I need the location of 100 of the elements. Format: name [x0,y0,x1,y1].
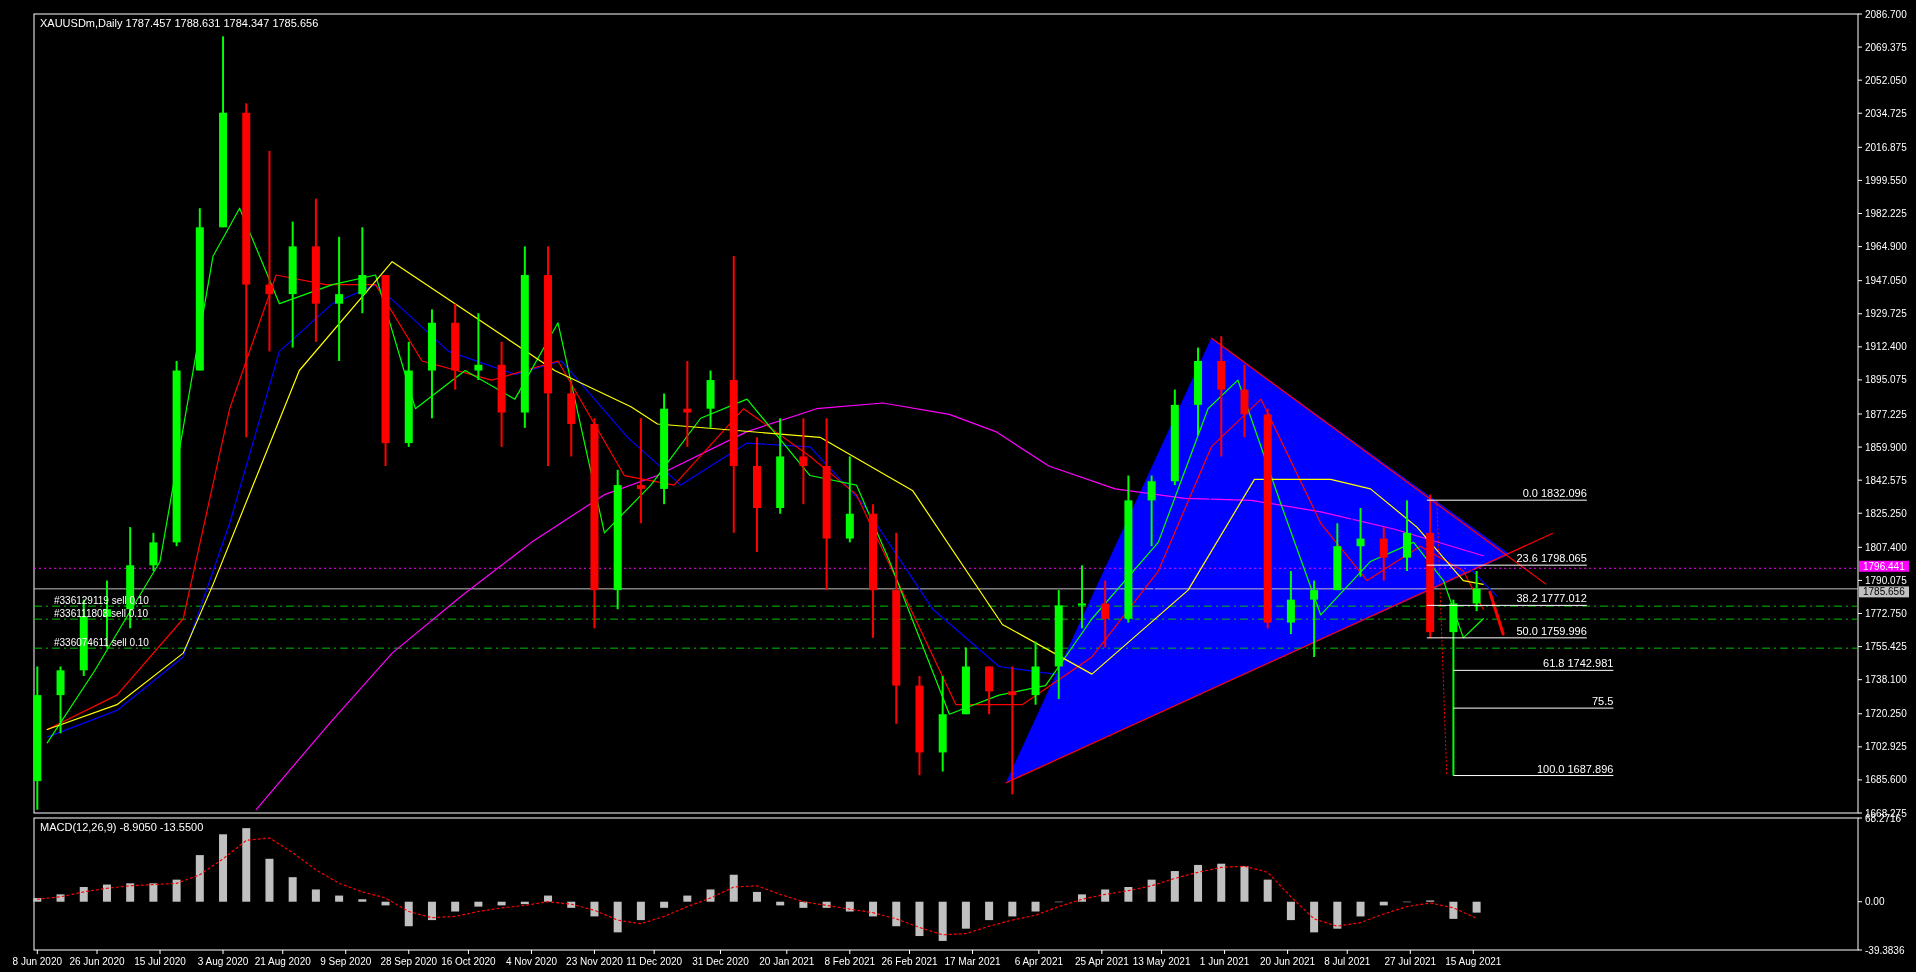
bar [1356,901,1365,917]
bar [427,901,436,921]
bar [660,901,669,908]
bar [938,901,947,941]
candlestick [636,417,645,525]
x-tick-label: 20 Jan 2021 [759,956,815,967]
bar [311,889,320,902]
x-tick-label: 8 Jul 2021 [1324,956,1371,967]
y-tick-label: 2086.700 [1865,8,1908,20]
y-tick-label: 2034.725 [1865,107,1908,119]
x-tick-label: 28 Sep 2020 [380,956,438,967]
bar [1124,887,1133,902]
bar [636,901,645,921]
x-tick-label: 15 Jul 2020 [134,956,187,967]
candlestick [358,226,367,315]
bar [892,901,901,927]
bar [172,879,181,902]
x-tick-label: 8 Feb 2021 [824,956,876,967]
bar [265,858,274,902]
candlestick [1379,526,1388,582]
x-tick-label: 15 Aug 2021 [1445,956,1502,967]
candlestick [1147,474,1156,548]
candlestick [474,312,483,382]
y-tick-label: 1685.600 [1865,774,1908,786]
bar [242,828,251,902]
bar [544,895,553,902]
bar [195,855,204,902]
y-tick-label: 1772.750 [1865,608,1908,619]
bar [613,901,622,933]
x-tick-label: 16 Oct 2020 [441,956,497,967]
y-tick-label: 1755.425 [1865,641,1908,653]
bar [869,901,878,917]
annotation: 75.5 [1591,695,1614,708]
x-tick-label: 3 Aug 2020 [197,956,249,967]
y-tick-label: 1842.575 [1865,474,1908,486]
bar [1194,864,1203,902]
bar [1101,889,1110,902]
x-tick-label: 26 Feb 2021 [881,956,939,967]
bar [729,874,738,902]
bar [404,901,413,927]
candlestick [683,359,692,448]
ref-line-label: 1796.441 [1863,560,1906,572]
x-tick-label: 27 Jul 2021 [1384,956,1437,967]
candlestick [799,417,808,506]
y-tick-label: 1999.550 [1865,174,1908,186]
y-tick-label: 1929.725 [1865,308,1908,320]
bar [474,901,483,907]
annotation: 38.2 1777.012 [1516,592,1587,605]
bar [1263,879,1272,902]
bar [1147,879,1156,902]
y-tick-label: 1947.050 [1865,275,1908,287]
y-tick-label: 1807.400 [1865,541,1908,553]
y-tick-label: 1859.900 [1865,441,1908,453]
bar [335,895,344,902]
bar [1008,901,1017,917]
x-tick-label: 23 Nov 2020 [566,956,624,967]
bar [845,901,854,912]
y-tick-label: 1738.100 [1865,674,1908,686]
y-tick-label: 1895.075 [1865,374,1908,386]
bar [126,883,135,902]
y-tick-label: 1790.075 [1865,574,1908,586]
y-tick-label: 1877.225 [1865,408,1908,420]
candlestick [1077,564,1086,630]
x-tick-label: 25 Apr 2021 [1074,956,1130,967]
y-tick-label: 1912.400 [1865,341,1908,353]
bar [706,889,715,902]
x-tick-label: 21 Aug 2020 [254,956,312,967]
bar [1170,871,1179,902]
bar [1031,901,1040,912]
y-tick-label: 2069.375 [1865,41,1908,53]
x-tick-label: 26 Jun 2020 [69,956,125,967]
bar [683,895,692,902]
x-tick-label: 13 May 2021 [1132,956,1191,967]
bar [1310,901,1319,933]
bar [799,901,808,908]
x-tick-label: 6 Apr 2021 [1014,956,1064,967]
bar [1217,863,1226,902]
line-series [36,837,1478,936]
x-tick-label: 17 Mar 2021 [944,956,1002,967]
bar [79,887,88,902]
candlestick [1286,570,1295,636]
candlestick [1101,579,1110,649]
bar [1449,901,1458,919]
y-tick-label: 1702.925 [1865,741,1908,753]
bar [1240,866,1249,902]
bar [1472,901,1481,913]
y-tick-label: 0.00 [1865,896,1885,908]
x-tick-label: 31 Dec 2020 [692,956,750,967]
x-tick-label: 11 Dec 2020 [626,956,683,967]
y-tick-label: 1720.250 [1865,708,1908,720]
bar [288,877,297,902]
ref-line-label: 1785.656 [1863,586,1906,598]
bar [752,891,761,902]
annotation: 0.0 1832.096 [1522,487,1587,500]
y-tick-label: 1825.250 [1865,507,1908,519]
bar [219,834,228,902]
x-tick-label: 4 Nov 2020 [505,956,558,967]
annotation: 61.8 1742.981 [1543,657,1614,670]
chart-title: MACD(12,26,9) -8.9050 -13.5500 [40,821,204,833]
bar [1333,901,1342,929]
